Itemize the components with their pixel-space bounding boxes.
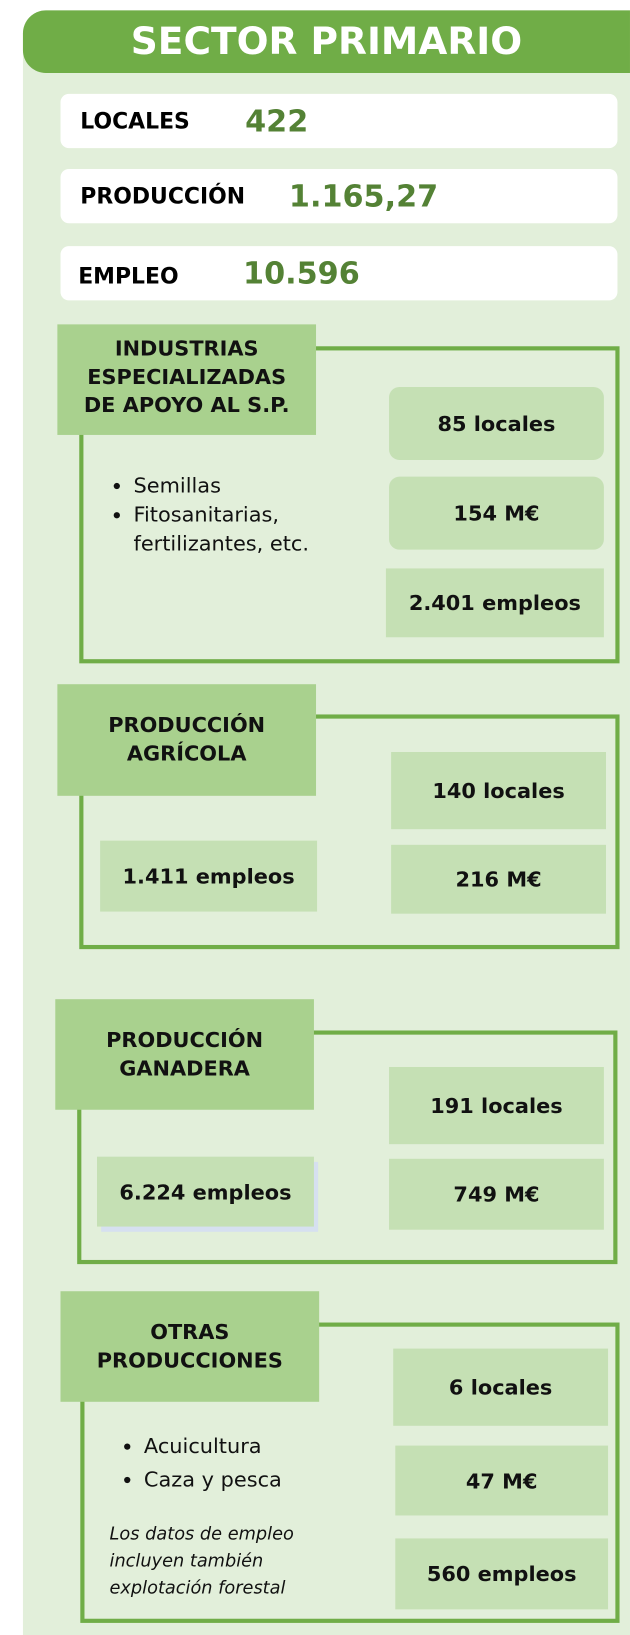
stat-box: 216 M€ (391, 844, 606, 914)
summary-label: EMPLEO (78, 263, 179, 289)
header-title: SECTOR PRIMARIO (22, 10, 630, 74)
title-line: PRODUCCIÓN (108, 712, 266, 738)
title-line: ESPECIALIZADAS (87, 364, 287, 390)
title-line: INDUSTRIAS (114, 335, 259, 361)
title-line: DE APOYO AL S.P. (83, 392, 290, 418)
note: Los datos de empleo incluyen también exp… (110, 1521, 360, 1602)
bullet: Fitosanitarias, fertilizantes, etc. (134, 500, 341, 558)
stat-box: 47 M€ (395, 1445, 609, 1516)
section-title: PRODUCCIÓN AGRÍCOLA (57, 684, 317, 796)
summary-box: EMPLEO 10.596 (60, 246, 618, 301)
summary-value: 1.165,27 (288, 178, 439, 214)
note-line: explotación forestal (109, 1578, 286, 1599)
section-outline (79, 714, 620, 950)
section-title: OTRAS PRODUCCIONES (60, 1291, 320, 1402)
note-line: incluyen también (109, 1550, 264, 1572)
section-outline (80, 1322, 620, 1623)
stat-box: 154 M€ (389, 476, 604, 550)
bullet: Semillas (134, 470, 341, 499)
summary-box: PRODUCCIÓN 1.165,27 (60, 168, 618, 224)
title-line: AGRÍCOLA (126, 740, 247, 766)
bullet: Acuicultura (144, 1429, 351, 1462)
summary-value: 422 (245, 103, 309, 139)
stat-box: 1.411 empleos (100, 840, 318, 912)
stat-box: 2.401 empleos (385, 568, 604, 638)
section-outline (79, 346, 620, 664)
section-outline (77, 1030, 618, 1265)
title-line: PRODUCCIÓN (106, 1027, 264, 1053)
note-line: Los datos de empleo (109, 1523, 294, 1545)
stat-box: 191 locales (389, 1066, 604, 1145)
title-line: OTRAS (150, 1319, 230, 1345)
title-line: GANADERA (119, 1055, 250, 1081)
summary-value: 10.596 (243, 255, 360, 291)
section-title: PRODUCCIÓN GANADERA (55, 999, 314, 1110)
stat-box: 560 empleos (395, 1538, 609, 1610)
summary-box: LOCALES 422 (60, 93, 618, 149)
stat-box: 140 locales (391, 752, 606, 830)
summary-label: PRODUCCIÓN (80, 183, 246, 209)
section-title: INDUSTRIAS ESPECIALIZADAS DE APOYO AL S.… (57, 324, 317, 435)
stat-box: 85 locales (389, 386, 604, 460)
title-line: PRODUCCIONES (96, 1347, 283, 1373)
stat-box: 6 locales (393, 1348, 609, 1426)
summary-label: LOCALES (80, 108, 190, 134)
bullet: Caza y pesca (144, 1462, 351, 1495)
stat-box: 749 M€ (389, 1158, 604, 1230)
stat-box: 6.224 empleos (96, 1156, 314, 1227)
bullet-list: Semillas Fitosanitarias, fertilizantes, … (111, 470, 340, 558)
bullet-list: Acuicultura Caza y pesca (121, 1429, 350, 1496)
